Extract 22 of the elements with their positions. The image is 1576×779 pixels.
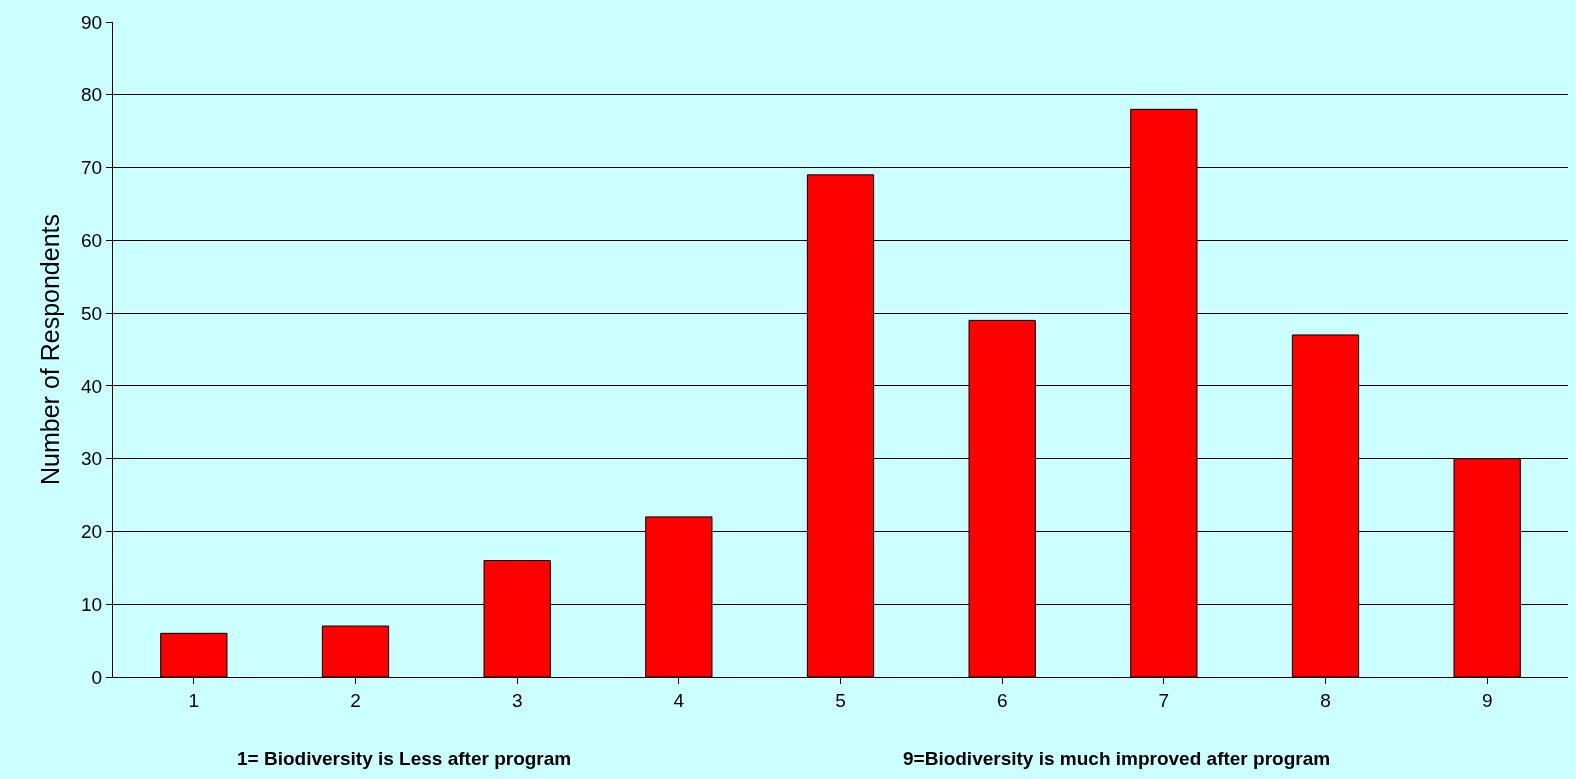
x-tick-label: 3 [511, 689, 523, 711]
x-tick-label: 9 [1481, 689, 1493, 711]
y-tick-label: 90 [81, 11, 103, 33]
x-tick-label: 7 [1158, 689, 1170, 711]
x-tick-label: 1 [188, 689, 200, 711]
y-tick-label: 60 [81, 229, 103, 251]
text: 1= Biodiversity is Less after program [237, 748, 572, 769]
x-tick-label: 2 [350, 689, 361, 711]
y-tick-label: 40 [81, 375, 103, 397]
y-tick-label: 0 [91, 666, 103, 688]
x-tick-label: 6 [996, 689, 1008, 711]
y-tick-label: 70 [81, 157, 103, 179]
y-tick-label: 10 [81, 593, 103, 615]
y-tick-label: 80 [81, 84, 103, 106]
y-tick-label: 30 [81, 448, 103, 470]
y-axis-title: Number of Respondents [35, 214, 64, 485]
text: 9=Biodiversity is much improved after program [903, 748, 1331, 769]
x-tick-label: 4 [673, 689, 685, 711]
x-tick-label: 5 [835, 689, 846, 711]
x-tick-label: 8 [1320, 689, 1331, 711]
y-tick-label: 20 [81, 521, 103, 543]
y-tick-label: 50 [81, 302, 103, 324]
